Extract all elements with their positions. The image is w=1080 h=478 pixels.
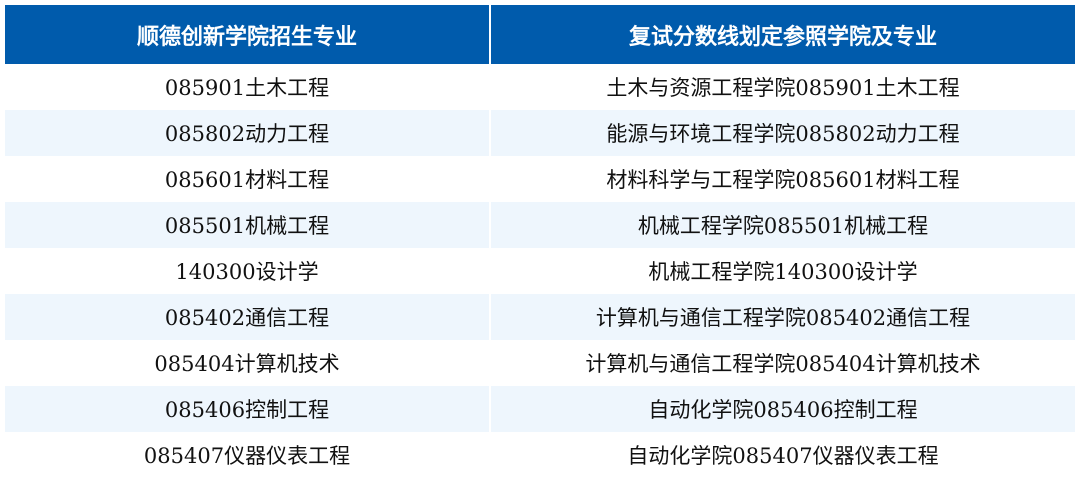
reference-specialty-cell: 自动化学院085407仪器仪表工程 [627,444,939,468]
enrollment-specialty-cell: 085901土木工程 [5,64,491,110]
reference-specialty-cell: 土木与资源工程学院085901土木工程 [606,76,960,100]
reference-specialty-cell: 能源与环境工程学院085802动力工程 [490,110,1075,156]
table-row: 085802动力工程 能源与环境工程学院085802动力工程 [5,110,1075,156]
enrollment-specialty-cell: 085802动力工程 [5,110,491,156]
reference-specialty-cell: 材料科学与工程学院085601材料工程 [606,168,960,192]
reference-specialty-cell: 计算机与通信工程学院085402通信工程 [490,294,1075,340]
enrollment-specialty-cell: 140300设计学 [5,248,491,294]
table-row: 085402通信工程 计算机与通信工程学院085402通信工程 [5,294,1075,340]
specialty-table: 顺德创新学院招生专业 复试分数线划定参照学院及专业 085901土木工程 土木与资… [5,5,1075,478]
table-header-row: 顺德创新学院招生专业 复试分数线划定参照学院及专业 [5,5,1075,64]
enrollment-specialty-cell: 085501机械工程 [5,202,491,248]
enrollment-specialty-cell: 085406控制工程 [5,386,491,432]
enrollment-specialty-cell: 085404计算机技术 [5,340,491,386]
table-row: 085404计算机技术 计算机与通信工程学院085404计算机技术 [5,340,1075,386]
table-row: 085407仪器仪表工程 自动化学院085407仪器仪表工程 [5,432,1075,478]
header-enrollment-specialty: 顺德创新学院招生专业 [5,5,491,64]
reference-specialty-cell: 机械工程学院140300设计学 [648,260,918,284]
table-row: 140300设计学 机械工程学院140300设计学 [5,248,1075,294]
reference-specialty-cell: 机械工程学院085501机械工程 [490,202,1075,248]
reference-specialty-cell: 计算机与通信工程学院085404计算机技术 [585,352,981,376]
reference-specialty-cell: 自动化学院085406控制工程 [490,386,1075,432]
enrollment-specialty-cell: 085407仪器仪表工程 [5,432,491,478]
table-row: 085601材料工程 材料科学与工程学院085601材料工程 [5,156,1075,202]
header-reference-specialty: 复试分数线划定参照学院及专业 [490,5,1075,64]
enrollment-specialty-cell: 085601材料工程 [5,156,491,202]
table-row: 085501机械工程 机械工程学院085501机械工程 [5,202,1075,248]
table-row: 085406控制工程 自动化学院085406控制工程 [5,386,1075,432]
enrollment-specialty-cell: 085402通信工程 [5,294,491,340]
table-row: 085901土木工程 土木与资源工程学院085901土木工程 [5,64,1075,110]
